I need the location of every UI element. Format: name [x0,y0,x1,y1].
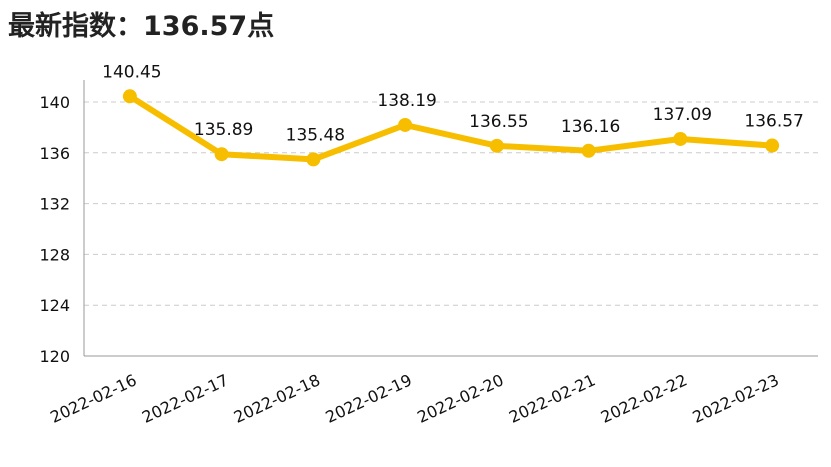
y-tick-label: 120 [39,347,70,366]
data-point [765,138,780,153]
data-label: 136.57 [744,112,803,132]
data-point [398,117,413,132]
x-tick-label: 2022-02-22 [598,370,690,427]
data-label: 138.19 [377,91,436,111]
y-axis-ticks: 120 124 128 132 136 140 [39,93,70,366]
x-tick-label: 2022-02-19 [323,370,415,427]
y-tick-label: 128 [39,245,70,264]
data-label: 136.55 [469,112,528,132]
axes [83,80,818,357]
y-tick-label: 136 [39,144,70,163]
x-tick-label: 2022-02-23 [690,370,782,427]
data-label: 137.09 [653,105,712,125]
x-tick-label: 2022-02-20 [414,370,506,427]
data-point [581,143,596,158]
data-label: 140.45 [102,62,161,82]
data-point [214,147,229,162]
y-tick-label: 140 [39,93,70,112]
chart-title: 最新指数：136.57点 [8,11,275,42]
data-point [122,89,137,104]
data-point [306,152,321,167]
data-label: 135.48 [286,125,345,145]
x-tick-label: 2022-02-17 [139,370,231,427]
y-tick-label: 124 [39,296,70,315]
x-axis-ticks: 2022-02-16 2022-02-17 2022-02-18 2022-02-19… [47,370,782,427]
series-index [122,89,780,167]
data-label: 135.89 [194,120,253,140]
x-tick-label: 2022-02-21 [506,370,598,427]
data-point [673,131,688,146]
data-labels: 140.45 135.89 135.48 138.19 136.55 136.16 137.… [102,62,804,145]
data-label: 136.16 [561,117,620,137]
y-tick-label: 132 [39,195,70,214]
data-point [489,138,504,153]
x-tick-label: 2022-02-16 [47,370,139,427]
series-line [126,93,776,163]
x-tick-label: 2022-02-18 [231,370,323,427]
